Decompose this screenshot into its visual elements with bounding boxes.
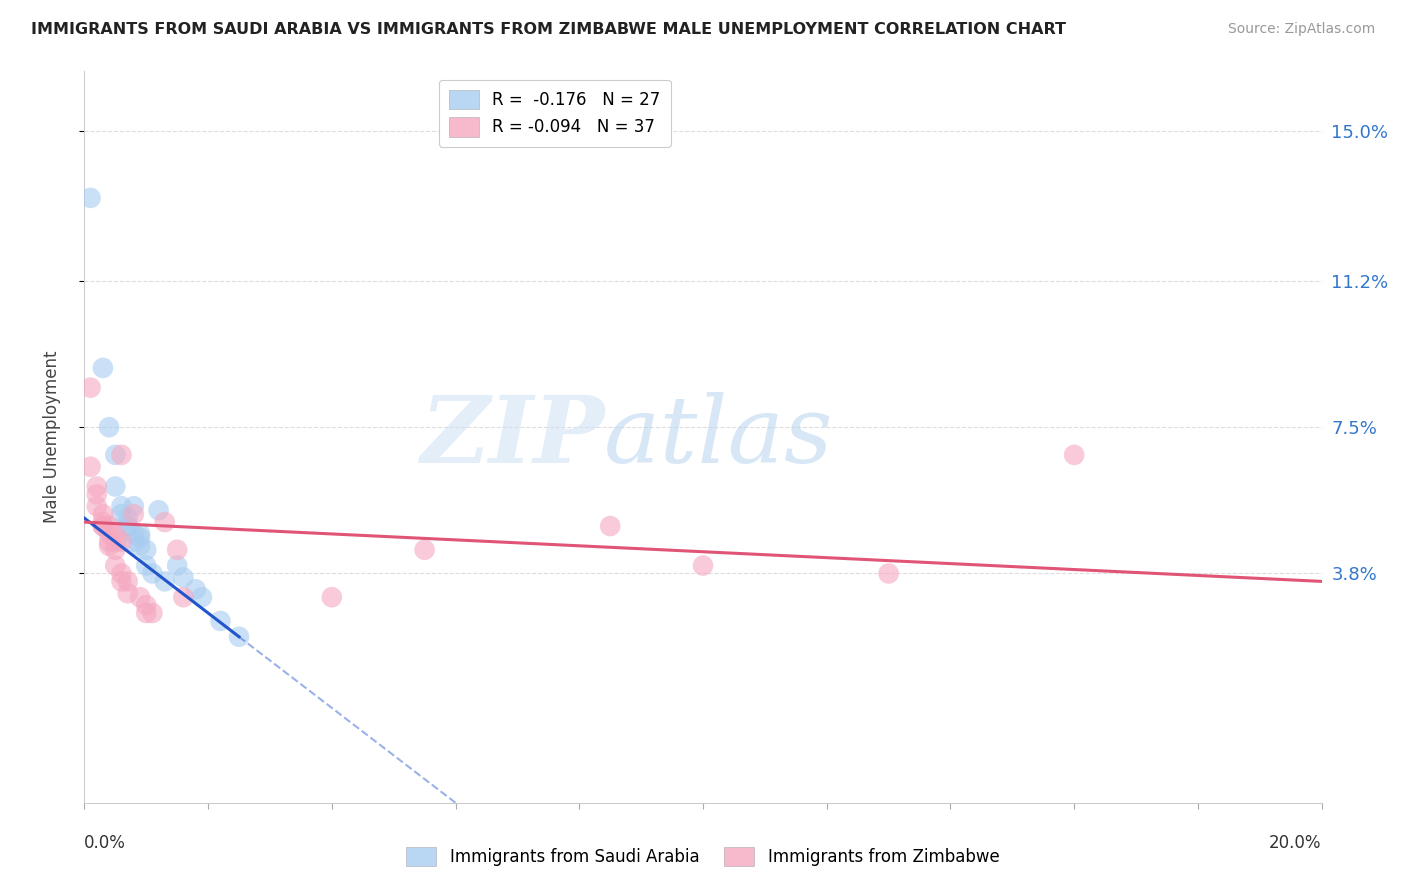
Point: [117, 519, 139, 533]
Point: [98, 534, 121, 549]
Point: [141, 606, 163, 620]
Point: [79, 191, 101, 205]
Point: [86, 479, 108, 493]
Point: [135, 606, 157, 620]
Point: [79, 381, 101, 395]
Point: [191, 591, 214, 605]
Point: [129, 531, 152, 545]
Point: [110, 500, 132, 514]
Point: [129, 591, 152, 605]
Point: [135, 558, 157, 573]
Point: [166, 542, 188, 557]
Text: atlas: atlas: [605, 392, 834, 482]
Point: [110, 534, 132, 549]
Point: [110, 574, 132, 589]
Point: [153, 574, 176, 589]
Point: [104, 542, 127, 557]
Point: [104, 527, 127, 541]
Point: [104, 534, 127, 549]
Point: [86, 487, 108, 501]
Text: Source: ZipAtlas.com: Source: ZipAtlas.com: [1227, 22, 1375, 37]
Point: [184, 582, 207, 597]
Legend: Immigrants from Saudi Arabia, Immigrants from Zimbabwe: Immigrants from Saudi Arabia, Immigrants…: [399, 840, 1007, 873]
Point: [91, 519, 114, 533]
Point: [599, 519, 621, 533]
Point: [104, 448, 127, 462]
Point: [413, 542, 436, 557]
Point: [692, 558, 714, 573]
Point: [153, 515, 176, 529]
Point: [98, 420, 121, 434]
Text: 20.0%: 20.0%: [1270, 834, 1322, 853]
Point: [104, 558, 127, 573]
Point: [98, 527, 121, 541]
Point: [86, 500, 108, 514]
Point: [148, 503, 170, 517]
Point: [122, 507, 145, 521]
Text: 0.0%: 0.0%: [84, 834, 127, 853]
Point: [91, 507, 114, 521]
Point: [110, 507, 132, 521]
Point: [166, 558, 188, 573]
Point: [209, 614, 232, 628]
Point: [172, 591, 194, 605]
Point: [98, 539, 121, 553]
Point: [104, 479, 127, 493]
Point: [122, 527, 145, 541]
Point: [129, 527, 152, 541]
Point: [135, 542, 157, 557]
Y-axis label: Male Unemployment: Male Unemployment: [42, 351, 60, 524]
Point: [122, 500, 145, 514]
Point: [91, 519, 114, 533]
Point: [91, 515, 114, 529]
Point: [98, 519, 121, 533]
Point: [117, 574, 139, 589]
Point: [135, 598, 157, 612]
Point: [141, 566, 163, 581]
Point: [110, 448, 132, 462]
Point: [321, 591, 343, 605]
Point: [877, 566, 900, 581]
Point: [122, 534, 145, 549]
Point: [1063, 448, 1085, 462]
Legend: R =  -0.176   N = 27, R = -0.094   N = 37: R = -0.176 N = 27, R = -0.094 N = 37: [439, 79, 671, 146]
Point: [110, 566, 132, 581]
Point: [91, 360, 114, 375]
Text: ZIP: ZIP: [420, 392, 605, 482]
Point: [172, 570, 194, 584]
Point: [117, 586, 139, 600]
Point: [117, 519, 139, 533]
Point: [129, 539, 152, 553]
Text: IMMIGRANTS FROM SAUDI ARABIA VS IMMIGRANTS FROM ZIMBABWE MALE UNEMPLOYMENT CORRE: IMMIGRANTS FROM SAUDI ARABIA VS IMMIGRAN…: [31, 22, 1066, 37]
Point: [117, 511, 139, 525]
Point: [79, 459, 101, 474]
Point: [228, 630, 250, 644]
